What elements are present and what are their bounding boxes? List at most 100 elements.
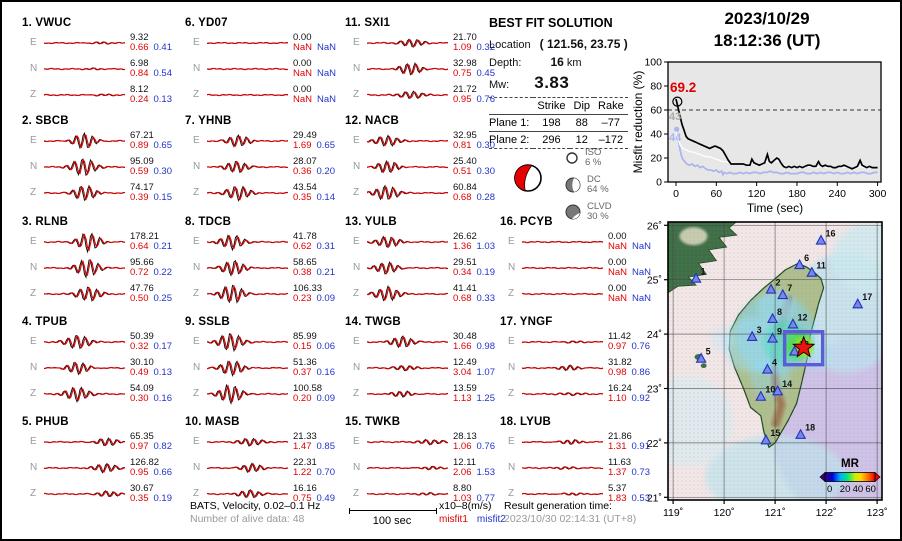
misfit-values: 0.51 0.30 bbox=[453, 166, 505, 177]
waveform-trace bbox=[367, 90, 449, 100]
amplitude-value: 0.00 bbox=[608, 230, 627, 242]
amplitude-value: 21.72 bbox=[453, 83, 477, 95]
misfit1-value: 0.64 bbox=[130, 240, 149, 252]
component-label: N bbox=[193, 63, 201, 74]
best-misfit-annotation: 69.2 bbox=[670, 80, 696, 95]
amplitude-value: 26.62 bbox=[453, 230, 477, 242]
misfit-values: NaN NaN bbox=[293, 68, 345, 79]
trace-row-rlnb-e: E 178.21 0.64 0.21 bbox=[22, 229, 182, 254]
station-panel-yulb: 13. YULB E 26.62 1.36 1.03 N 29.51 0.34 0.19 Z 41.… bbox=[345, 216, 505, 306]
trace-values: 12.49 3.04 1.07 bbox=[453, 356, 505, 378]
amplitude-value: 11.42 bbox=[608, 330, 632, 342]
waveform-trace bbox=[367, 184, 449, 201]
misfit2-value: 0.86 bbox=[631, 366, 651, 378]
tertiary-misfit-annotation: 44 bbox=[669, 132, 682, 144]
trace-values: 30.48 1.66 0.98 bbox=[453, 331, 505, 352]
map-station-number: 1 bbox=[701, 267, 706, 277]
map-station-number: 8 bbox=[777, 307, 782, 317]
trace-values: 0.00 NaN NaN bbox=[293, 84, 345, 105]
amplitude-value: 11.63 bbox=[608, 456, 632, 468]
dc-row: DC 64 % bbox=[565, 175, 612, 195]
trace-row-yulb-z: Z 41.41 0.68 0.33 bbox=[345, 281, 505, 306]
misfit-values: NaN NaN bbox=[293, 93, 345, 105]
map-station-number: 4 bbox=[772, 357, 777, 367]
trace-values: 16.16 0.75 0.49 bbox=[293, 483, 345, 504]
amplitude-value: 60.84 bbox=[453, 181, 477, 193]
waveform-trace bbox=[367, 335, 449, 349]
waveform-trace bbox=[207, 160, 289, 174]
colorbar-tick: 40 bbox=[853, 484, 864, 495]
misfit2-value: 0.73 bbox=[631, 466, 651, 478]
misfit1-value: 1.69 bbox=[293, 139, 312, 151]
misfit-values: 1.66 0.98 bbox=[453, 341, 505, 352]
misfit1-value: 3.04 bbox=[453, 366, 472, 378]
misfit-values: 0.95 0.76 bbox=[453, 94, 505, 105]
rake-header: Rake bbox=[598, 100, 624, 112]
dc-pct: 64 % bbox=[587, 184, 609, 195]
misfit1-value: 0.50 bbox=[130, 292, 149, 304]
misfit-values: 1.06 0.76 bbox=[453, 440, 505, 452]
amplitude-value: 21.86 bbox=[608, 430, 632, 442]
map-station-triangle-2 bbox=[765, 283, 777, 294]
component-label: N bbox=[353, 63, 361, 74]
event-datetime: 2023/10/29 18:12:36 (UT) bbox=[657, 8, 877, 52]
misfit1-value: 1.47 bbox=[293, 440, 312, 452]
amplitude-value: 12.49 bbox=[453, 356, 477, 368]
svg-text:240: 240 bbox=[829, 188, 847, 200]
svg-text:20: 20 bbox=[650, 153, 662, 165]
waveform-trace bbox=[522, 492, 604, 496]
component-label: Z bbox=[30, 488, 37, 499]
map-station-number: 15 bbox=[770, 428, 780, 438]
misfit2-value: 0.77 bbox=[476, 492, 496, 504]
trace-row-twkb-e: E 28.13 1.06 0.76 bbox=[345, 429, 505, 454]
misfit1-value: 1.06 bbox=[453, 440, 472, 452]
waveform-trace bbox=[367, 38, 449, 48]
trace-row-tpub-e: E 50.39 0.32 0.17 bbox=[22, 329, 182, 354]
amplitude-value: 50.39 bbox=[130, 330, 154, 342]
trace-row-yhnb-n: N 28.07 0.36 0.20 bbox=[185, 154, 345, 179]
component-label: N bbox=[353, 362, 361, 373]
result-generation: Result generation time: 2023/10/30 02:14… bbox=[504, 500, 636, 526]
waveform-trace bbox=[207, 259, 289, 277]
amplitude-value: 21.33 bbox=[293, 430, 317, 442]
map-station-number: 18 bbox=[805, 423, 815, 433]
station-panel-pcyb: 16. PCYB E 0.00 NaN NaN N 0.00 NaN NaN Z 0.00 NaN Na… bbox=[500, 216, 660, 306]
component-label: Z bbox=[193, 388, 200, 399]
misfit1-value: NaN bbox=[293, 93, 313, 105]
misfit-values: 0.66 0.41 bbox=[130, 42, 182, 53]
trace-row-yulb-e: E 26.62 1.36 1.03 bbox=[345, 229, 505, 254]
clvd-row: CLVD 30 % bbox=[565, 202, 612, 222]
waveform-trace bbox=[522, 439, 604, 445]
clvd-pct: 30 % bbox=[587, 211, 609, 222]
trace-row-pcyb-n: N 0.00 NaN NaN bbox=[500, 255, 660, 280]
svg-text:60: 60 bbox=[710, 188, 722, 200]
misfit2-value: 0.19 bbox=[476, 266, 496, 278]
misfit1-value: 0.68 bbox=[453, 292, 472, 304]
map-station-number: 16 bbox=[826, 229, 836, 239]
waveform-trace bbox=[207, 67, 289, 71]
map-station-triangle-8 bbox=[767, 312, 779, 324]
component-label: N bbox=[508, 462, 516, 473]
amplitude-value: 29.51 bbox=[453, 256, 477, 268]
map-station-triangle-7 bbox=[777, 288, 789, 300]
location-label: Location bbox=[489, 39, 531, 51]
amplitude-value: 28.07 bbox=[293, 155, 317, 167]
trace-row-phub-z: Z 30.67 0.35 0.19 bbox=[22, 481, 182, 506]
plane2-strike: 296 bbox=[542, 134, 561, 146]
amplitude-value: 8.80 bbox=[453, 482, 472, 494]
misfit1-value: 0.72 bbox=[130, 266, 149, 278]
misfit2-value: 1.53 bbox=[476, 466, 496, 478]
amplitude-value: 9.32 bbox=[130, 31, 149, 43]
trace-row-sxi1-z: Z 21.72 0.95 0.76 bbox=[345, 82, 505, 107]
plane1-row: Plane 1: 198 88 –77 bbox=[489, 115, 628, 132]
misfit2-value: 0.25 bbox=[153, 292, 173, 304]
station-title: 1. VWUC bbox=[22, 17, 72, 29]
misfit2-value: 0.54 bbox=[153, 67, 173, 79]
misfit1-value: 0.36 bbox=[293, 165, 312, 177]
waveform-trace bbox=[207, 489, 289, 499]
lon-label: 123˚ bbox=[867, 507, 888, 519]
waveform-trace bbox=[207, 360, 289, 377]
mw-value: 3.83 bbox=[534, 73, 570, 92]
component-label: Z bbox=[353, 89, 360, 100]
